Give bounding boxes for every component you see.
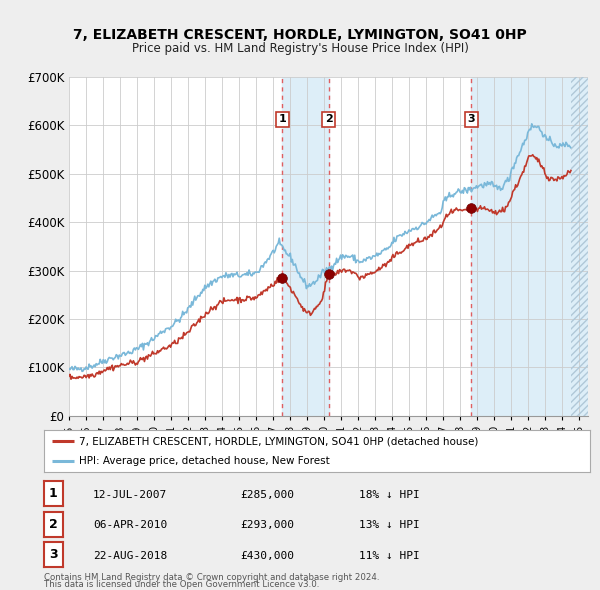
Text: 12-JUL-2007: 12-JUL-2007 [93, 490, 167, 500]
Text: 7, ELIZABETH CRESCENT, HORDLE, LYMINGTON, SO41 0HP (detached house): 7, ELIZABETH CRESCENT, HORDLE, LYMINGTON… [79, 437, 479, 447]
Bar [571, 77, 588, 416]
Text: 3: 3 [49, 549, 58, 562]
Bar [571, 77, 588, 416]
Text: HPI: Average price, detached house, New Forest: HPI: Average price, detached house, New … [79, 457, 330, 466]
Text: 7, ELIZABETH CRESCENT, HORDLE, LYMINGTON, SO41 0HP: 7, ELIZABETH CRESCENT, HORDLE, LYMINGTON… [73, 28, 527, 42]
Text: 1: 1 [278, 114, 286, 124]
Bar [282, 77, 329, 416]
Text: 13% ↓ HPI: 13% ↓ HPI [359, 520, 419, 530]
Text: 3: 3 [467, 114, 475, 124]
Text: Price paid vs. HM Land Registry's House Price Index (HPI): Price paid vs. HM Land Registry's House … [131, 42, 469, 55]
Text: 2: 2 [49, 518, 58, 531]
Text: 22-AUG-2018: 22-AUG-2018 [93, 551, 167, 561]
Text: £285,000: £285,000 [240, 490, 294, 500]
Text: This data is licensed under the Open Government Licence v3.0.: This data is licensed under the Open Gov… [44, 579, 319, 589]
Text: 11% ↓ HPI: 11% ↓ HPI [359, 551, 419, 561]
Text: 06-APR-2010: 06-APR-2010 [93, 520, 167, 530]
Bar [471, 77, 588, 416]
Text: 2: 2 [325, 114, 332, 124]
Text: 1: 1 [49, 487, 58, 500]
Text: £293,000: £293,000 [240, 520, 294, 530]
Text: £430,000: £430,000 [240, 551, 294, 561]
Text: Contains HM Land Registry data © Crown copyright and database right 2024.: Contains HM Land Registry data © Crown c… [44, 572, 379, 582]
Text: 18% ↓ HPI: 18% ↓ HPI [359, 490, 419, 500]
